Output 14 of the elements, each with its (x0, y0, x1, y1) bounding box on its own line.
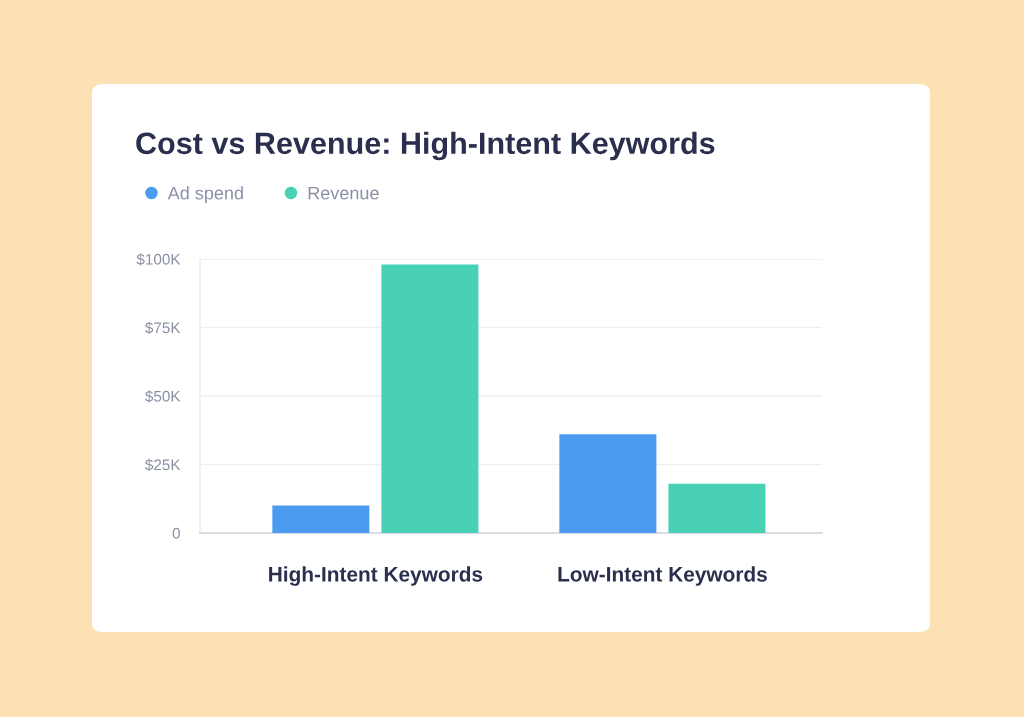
chart-title: Cost vs Revenue: High-Intent Keywords (136, 131, 715, 161)
y-tick-label: $100K (136, 253, 181, 266)
bar (272, 505, 370, 533)
y-tick-label: $50K (145, 390, 181, 403)
y-tick-label: 0 (172, 527, 180, 539)
bar (559, 434, 657, 533)
y-tick-label: $25K (145, 458, 181, 472)
x-tick-label: High-Intent Keywords (269, 566, 483, 586)
bar (381, 264, 479, 533)
legend-label: Ad spend (167, 186, 243, 204)
legend-label: Revenue (308, 186, 379, 200)
y-tick-label: $75K (145, 321, 181, 335)
x-tick-label: Low-Intent Keywords (558, 566, 767, 586)
bar (668, 483, 766, 533)
